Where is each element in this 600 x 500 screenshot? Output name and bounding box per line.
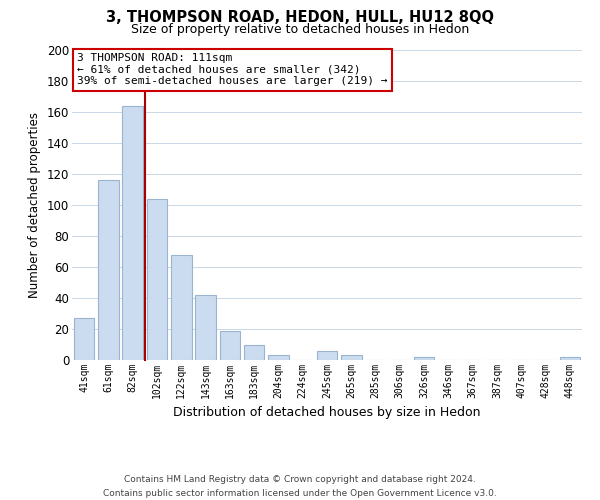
Text: Size of property relative to detached houses in Hedon: Size of property relative to detached ho… [131, 22, 469, 36]
Text: 3 THOMPSON ROAD: 111sqm
← 61% of detached houses are smaller (342)
39% of semi-d: 3 THOMPSON ROAD: 111sqm ← 61% of detache… [77, 53, 388, 86]
Text: Contains HM Land Registry data © Crown copyright and database right 2024.
Contai: Contains HM Land Registry data © Crown c… [103, 476, 497, 498]
Bar [195, 295, 216, 360]
Bar [98, 180, 119, 360]
Bar [341, 356, 362, 360]
Y-axis label: Number of detached properties: Number of detached properties [28, 112, 41, 298]
Bar [122, 106, 143, 360]
Bar [220, 330, 240, 360]
Bar [317, 350, 337, 360]
Bar [560, 357, 580, 360]
Bar [171, 254, 191, 360]
Bar [146, 199, 167, 360]
Bar [74, 318, 94, 360]
Bar [414, 357, 434, 360]
X-axis label: Distribution of detached houses by size in Hedon: Distribution of detached houses by size … [173, 406, 481, 420]
Bar [244, 344, 265, 360]
Text: 3, THOMPSON ROAD, HEDON, HULL, HU12 8QQ: 3, THOMPSON ROAD, HEDON, HULL, HU12 8QQ [106, 10, 494, 25]
Bar [268, 356, 289, 360]
